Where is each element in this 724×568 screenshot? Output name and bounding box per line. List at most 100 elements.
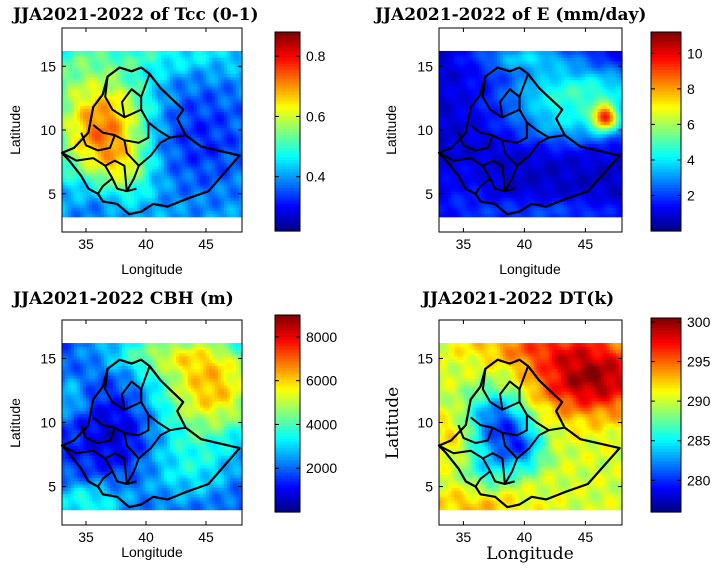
- heatmap-cell: [233, 178, 237, 183]
- heatmap-cell: [146, 162, 150, 167]
- heatmap-cell: [439, 66, 443, 71]
- heatmap-cell: [137, 98, 141, 103]
- heatmap-cell: [113, 178, 117, 183]
- heatmap-cell: [185, 92, 189, 97]
- heatmap-cell: [149, 172, 153, 176]
- heatmap-cell: [206, 63, 210, 68]
- heatmap-cell: [179, 168, 183, 173]
- heatmap-cell: [179, 89, 183, 93]
- heatmap-cell: [119, 73, 123, 78]
- heatmap-cell: [197, 114, 201, 119]
- heatmap-cell: [110, 60, 114, 65]
- heatmap-cell: [460, 60, 464, 65]
- heatmap-cell: [134, 63, 138, 68]
- heatmap-cell: [463, 114, 468, 119]
- heatmap-cell: [239, 197, 243, 202]
- heatmap-cell: [194, 200, 198, 205]
- heatmap-cell: [182, 140, 186, 144]
- heatmap-cell: [200, 162, 204, 167]
- heatmap-cell: [448, 95, 452, 100]
- heatmap-cell: [128, 203, 132, 208]
- heatmap-cell: [164, 146, 168, 151]
- heatmap-cell: [167, 92, 171, 97]
- heatmap-cell: [170, 207, 174, 211]
- heatmap-cell: [80, 210, 84, 215]
- heatmap-cell: [227, 63, 231, 68]
- heatmap-cell: [86, 188, 90, 192]
- heatmap-cell: [239, 108, 243, 113]
- heatmap-cell: [227, 117, 231, 122]
- heatmap-cell: [454, 175, 458, 180]
- heatmap-cell: [92, 111, 96, 116]
- heatmap-cell: [182, 191, 186, 195]
- heatmap-cell: [188, 60, 192, 65]
- heatmap-cell: [442, 207, 446, 211]
- heatmap-cell: [86, 146, 90, 151]
- heatmap-cell: [224, 203, 228, 208]
- heatmap-cell: [197, 70, 201, 74]
- heatmap-cell: [68, 191, 72, 195]
- heatmap-cell: [454, 146, 458, 151]
- heatmap-cell: [460, 111, 464, 116]
- heatmap-cell: [155, 197, 159, 202]
- heatmap-cell: [203, 121, 207, 125]
- heatmap-cell: [167, 178, 171, 183]
- heatmap-cell: [209, 73, 213, 78]
- heatmap-cell: [185, 73, 189, 78]
- heatmap-cell: [92, 191, 96, 195]
- heatmap-cell: [152, 168, 156, 173]
- heatmap-cell: [215, 162, 219, 167]
- heatmap-cell: [122, 57, 126, 62]
- heatmap-cell: [173, 130, 177, 135]
- heatmap-cell: [194, 101, 198, 106]
- heatmap-cell: [463, 159, 468, 164]
- heatmap-cell: [182, 159, 186, 164]
- heatmap-cell: [149, 121, 153, 125]
- heatmap-cell: [182, 101, 186, 106]
- heatmap-cell: [457, 168, 461, 173]
- heatmap-cell: [140, 207, 144, 211]
- heatmap-cell: [122, 168, 126, 173]
- heatmap-cell: [113, 66, 117, 71]
- heatmap-cell: [457, 111, 461, 116]
- heatmap-cell: [203, 54, 207, 58]
- heatmap-cell: [86, 152, 90, 157]
- heatmap-cell: [221, 86, 225, 90]
- heatmap-cell: [137, 70, 141, 74]
- heatmap-cell: [206, 168, 210, 173]
- heatmap-cell: [155, 133, 159, 138]
- heatmap-cell: [65, 137, 69, 141]
- heatmap-cell: [131, 101, 135, 106]
- heatmap-cell: [68, 101, 72, 106]
- heatmap-cell: [230, 197, 234, 202]
- heatmap-cell: [206, 149, 210, 154]
- heatmap-cell: [83, 76, 87, 81]
- heatmap-cell: [182, 143, 186, 148]
- heatmap-cell: [68, 197, 72, 202]
- heatmap-cell: [164, 165, 168, 170]
- heatmap-cell: [152, 165, 156, 170]
- heatmap-cell: [110, 156, 114, 160]
- heatmap-cell: [71, 168, 75, 173]
- heatmap-cell: [209, 175, 213, 180]
- heatmap-cell: [215, 92, 219, 97]
- heatmap-cell: [116, 207, 120, 211]
- heatmap-cell: [442, 133, 446, 138]
- heatmap-cell: [179, 140, 183, 144]
- heatmap-cell: [206, 207, 210, 211]
- heatmap-cell: [191, 178, 195, 183]
- heatmap-cell: [460, 197, 464, 202]
- heatmap-cell: [92, 203, 96, 208]
- heatmap-cell: [230, 66, 234, 71]
- heatmap-cell: [134, 152, 138, 157]
- heatmap-cell: [233, 50, 237, 55]
- heatmap-cell: [203, 57, 207, 62]
- heatmap-cell: [149, 98, 153, 103]
- heatmap-cell: [463, 137, 468, 141]
- heatmap-cell: [194, 60, 198, 65]
- heatmap-cell: [191, 124, 195, 129]
- heatmap-cell: [116, 188, 120, 192]
- heatmap-cell: [176, 57, 180, 62]
- heatmap-cell: [170, 105, 174, 109]
- heatmap-cell: [215, 149, 219, 154]
